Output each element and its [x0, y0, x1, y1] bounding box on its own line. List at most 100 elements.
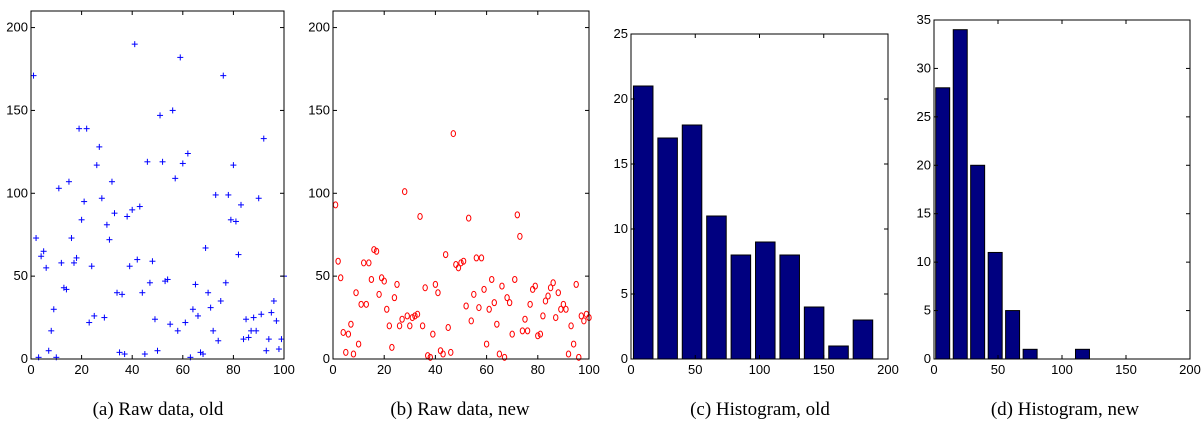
data-point — [522, 315, 528, 323]
data-point — [106, 236, 113, 243]
data-point — [542, 297, 549, 305]
data-point — [547, 284, 554, 292]
data-point — [460, 257, 467, 265]
x-tick-label: 50 — [688, 362, 702, 377]
histogram-bar — [632, 85, 654, 360]
data-point — [573, 280, 579, 288]
y-tick-label: 10 — [917, 254, 931, 269]
data-point — [565, 350, 572, 358]
data-point — [481, 285, 487, 293]
data-point — [40, 248, 47, 255]
data-point — [212, 191, 219, 198]
y-tick-label: 20 — [917, 157, 931, 172]
data-point — [144, 158, 151, 165]
data-point — [445, 324, 451, 332]
data-point — [131, 41, 138, 48]
data-point — [205, 289, 212, 296]
histogram-chart-new: 0 50 100 150 200 0 5 10 15 20 25 30 35 (d) Histogram,… — [917, 12, 1201, 420]
data-point — [368, 275, 375, 283]
data-point — [111, 210, 118, 217]
data-point — [275, 346, 282, 353]
data-point — [343, 348, 349, 356]
x-tick-label: 80 — [226, 362, 240, 377]
data-point — [119, 291, 126, 298]
histogram-bar — [828, 345, 849, 360]
data-point — [473, 254, 480, 262]
data-point — [450, 130, 457, 138]
y-tick-label: 100 — [6, 185, 28, 200]
data-point — [68, 235, 75, 242]
histogram-bar — [706, 215, 727, 360]
data-point — [217, 298, 224, 304]
data-point — [222, 279, 229, 286]
data-point — [96, 143, 103, 150]
data-point — [174, 327, 181, 334]
y-tick-label: 100 — [308, 185, 330, 200]
histogram-bar — [952, 29, 968, 360]
x-tick-label: 0 — [27, 362, 34, 377]
data-point — [396, 322, 403, 330]
x-tick-label: 60 — [176, 362, 190, 377]
data-point — [504, 294, 510, 302]
data-point — [427, 353, 433, 361]
data-point — [422, 284, 428, 292]
data-point — [494, 320, 500, 328]
data-point — [151, 316, 158, 323]
data-point — [394, 280, 400, 288]
data-point — [146, 279, 153, 286]
data-point — [268, 309, 275, 316]
data-point — [576, 353, 582, 361]
data-point — [141, 351, 148, 358]
data-point — [404, 312, 410, 320]
x-tick-label: 20 — [74, 362, 88, 377]
data-point — [448, 348, 454, 356]
data-point — [501, 353, 508, 361]
data-point — [430, 330, 436, 338]
data-point — [478, 254, 485, 262]
data-point — [496, 350, 503, 358]
y-tick-label: 35 — [917, 12, 931, 27]
data-point — [225, 191, 232, 198]
histogram-bar — [779, 254, 800, 360]
data-point — [154, 347, 161, 354]
histogram-bar — [852, 319, 874, 360]
data-point — [114, 289, 121, 296]
histogram-chart-old: 0 50 100 150 200 0 5 10 15 20 25 (c) Histogram, old — [614, 26, 899, 420]
data-point — [129, 206, 136, 213]
data-point — [230, 162, 237, 169]
scatter-chart-raw-new: 0 20 40 60 80 100 0 50 100 150 200 (b) Raw data, ne… — [308, 10, 600, 420]
data-point — [389, 343, 395, 351]
y-tick-label: 0 — [621, 351, 628, 366]
data-point — [353, 289, 359, 297]
data-point — [486, 305, 492, 313]
x-tick-label: 150 — [813, 362, 835, 377]
data-point — [210, 327, 217, 334]
data-point — [489, 275, 495, 283]
data-point — [555, 289, 561, 297]
data-point — [332, 201, 339, 209]
data-point — [373, 247, 380, 255]
data-point — [366, 259, 372, 267]
data-point — [483, 340, 490, 348]
data-point — [270, 298, 277, 304]
y-tick-label: 5 — [621, 286, 628, 301]
data-point — [76, 125, 83, 132]
y-tick-label: 200 — [6, 20, 28, 35]
histogram-bar — [970, 164, 986, 360]
data-point — [537, 330, 544, 338]
data-point — [237, 201, 244, 208]
x-tick-label: 100 — [1051, 362, 1073, 377]
data-point — [136, 203, 143, 210]
histogram-bar — [1074, 348, 1090, 360]
data-point — [499, 282, 505, 290]
data-point — [33, 235, 40, 242]
data-point — [202, 244, 209, 251]
data-point — [260, 135, 267, 142]
data-point — [263, 347, 270, 354]
data-point — [465, 214, 472, 222]
data-point — [435, 289, 441, 297]
x-tick-label: 0 — [627, 362, 634, 377]
data-point — [265, 336, 272, 343]
data-point — [578, 312, 585, 320]
data-point — [232, 218, 239, 225]
